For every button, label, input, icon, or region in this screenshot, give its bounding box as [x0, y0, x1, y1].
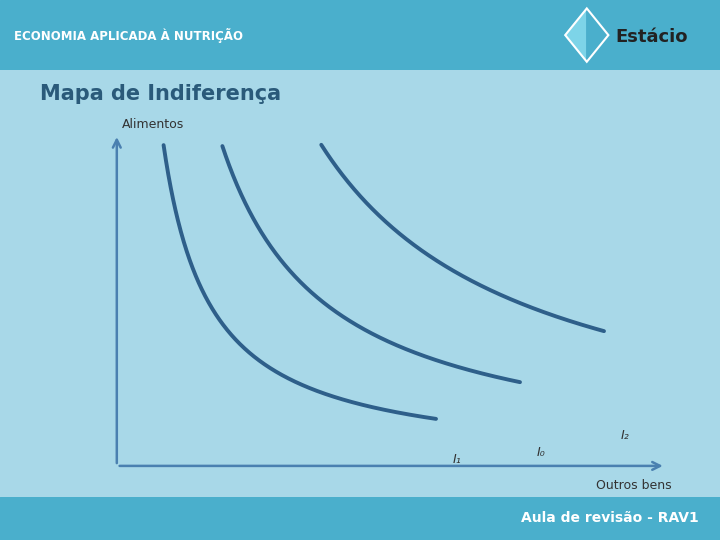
- Text: Estácio: Estácio: [616, 28, 688, 45]
- Polygon shape: [565, 9, 587, 62]
- Text: Mapa de Indiferença: Mapa de Indiferença: [40, 84, 281, 104]
- Text: ECONOMIA APLICADA À NUTRIÇÃO: ECONOMIA APLICADA À NUTRIÇÃO: [14, 28, 243, 43]
- Text: Alimentos: Alimentos: [122, 118, 184, 131]
- Text: I₁: I₁: [453, 453, 462, 465]
- Polygon shape: [587, 9, 608, 62]
- Text: I₀: I₀: [537, 446, 546, 459]
- Text: Outros bens: Outros bens: [595, 480, 671, 492]
- Text: I₂: I₂: [621, 429, 629, 442]
- Text: Aula de revisão - RAV1: Aula de revisão - RAV1: [521, 511, 698, 525]
